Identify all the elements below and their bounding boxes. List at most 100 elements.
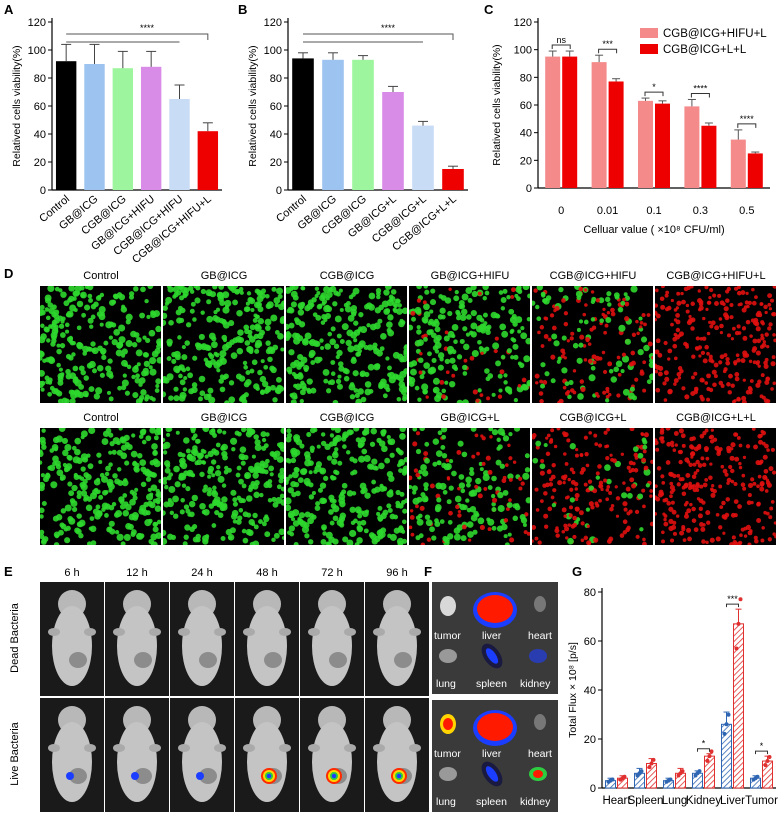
time-label: 12 h [126, 567, 148, 579]
fluorescence-image [655, 286, 776, 403]
organ-image: tumor liver heart lung spleen kidney [432, 582, 558, 694]
significance-bracket [644, 91, 664, 97]
fluorescence-image [40, 286, 161, 403]
panel-label-b: B [238, 2, 248, 17]
organ-label: spleen [476, 678, 507, 690]
organ-label: kidney [520, 796, 551, 808]
y-axis-label: Relatived cells viability(%) [247, 45, 259, 166]
y-tick-label: 40 [34, 129, 46, 141]
y-tick-label: 60 [270, 101, 282, 113]
y-tick-label: 0 [526, 183, 532, 195]
significance-label: * [760, 741, 764, 751]
fluorescence-image [409, 428, 530, 545]
y-tick-label: 60 [584, 636, 596, 648]
y-tick-label: 80 [270, 73, 282, 85]
mouse-image [365, 582, 429, 696]
significance-label: **** [740, 114, 755, 124]
data-point [622, 774, 627, 779]
y-tick-label: 20 [34, 157, 46, 169]
panel-e-imaging: 6 h 12 h 24 h 48 h 72 h 96 h Dead Bacteria Live… [0, 562, 429, 814]
time-label: 72 h [321, 567, 343, 579]
mouse-image [105, 582, 169, 696]
significance-bracket [726, 603, 739, 608]
bar-series0-0.1 [638, 100, 653, 188]
bar-cgb-icg [352, 59, 374, 190]
microscopy-label: GB@ICG+L [440, 412, 500, 424]
legend-label: CGB@ICG+L+L [663, 44, 747, 56]
organ-label: heart [528, 748, 552, 760]
organ-label: lung [436, 796, 456, 808]
data-point [738, 597, 743, 602]
y-tick-label: 40 [270, 129, 282, 141]
x-tick-label: 0.3 [693, 205, 708, 217]
data-point [639, 769, 644, 774]
bar-gb-icg-hifu [140, 66, 162, 190]
x-tick-label: Lung [662, 795, 688, 807]
data-point [755, 774, 760, 779]
x-tick-label: Liver [720, 795, 745, 807]
mouse-image [365, 698, 429, 812]
significance-bracket [303, 33, 454, 40]
y-tick-label: 40 [520, 128, 532, 140]
x-tick-label: 0.1 [646, 205, 661, 217]
legend-swatch-1 [640, 44, 658, 54]
data-point [724, 722, 729, 727]
y-tick-label: 20 [584, 734, 596, 746]
data-point [767, 755, 772, 760]
organ-label: liver [482, 630, 502, 642]
data-point [647, 765, 652, 770]
microscopy-label: CGB@ICG+HIFU+L [666, 270, 766, 282]
fluorescence-image [532, 286, 653, 403]
time-label: 96 h [386, 567, 408, 579]
chart-b: 0 20 40 60 80 100 120 Relatived cells viability… [247, 17, 468, 254]
x-tick-label: 0 [558, 205, 564, 217]
organ-label: liver [482, 748, 502, 760]
fluorescence-image [163, 428, 284, 545]
panel-label-e: E [4, 564, 13, 579]
bar-series1-0.3 [701, 125, 717, 188]
mouse-image [170, 698, 234, 812]
mouse-image [300, 698, 364, 812]
microscopy-label: CGB@ICG+HIFU [549, 270, 637, 282]
fluorescence-image [286, 428, 407, 545]
bar-series1-0 [562, 56, 578, 189]
significance-bracket [690, 92, 710, 98]
microscopy-label: CGB@ICG+L [559, 412, 627, 424]
mouse-image [40, 698, 104, 812]
mouse-image [40, 582, 104, 696]
y-axis-label: Relatived cells viability(%) [11, 45, 23, 166]
bar-series1-0.01 [608, 81, 624, 188]
y-axis-label: Total Flux × 10⁸ [p/s] [567, 642, 579, 738]
bar-control [292, 58, 314, 191]
bar-gb-icg [84, 64, 105, 190]
panel-label-a: A [4, 2, 14, 17]
y-tick-label: 120 [28, 17, 46, 29]
x-axis-label: Celluar value ( ×10⁸ CFU/ml) [583, 224, 724, 236]
microscopy-label: CGB@ICG [319, 412, 375, 424]
y-tick-label: 40 [584, 685, 596, 697]
organ-label: heart [528, 630, 552, 642]
chart-c: 0 20 40 60 80 100 120 Relatived cells viability… [491, 17, 770, 236]
y-tick-label: 0 [590, 783, 596, 795]
fluorescence-image [532, 428, 653, 545]
significance-label: * [702, 739, 706, 749]
time-label: 24 h [191, 567, 213, 579]
data-point [697, 769, 702, 774]
data-point [734, 646, 739, 651]
y-tick-label: 60 [34, 101, 46, 113]
microscopy-label: Control [83, 412, 119, 424]
y-tick-label: 20 [270, 157, 282, 169]
y-tick-label: 0 [276, 185, 282, 197]
chart-g: 0 20 40 60 80 Total Flux × 10⁸ [p/s] HeartSple… [567, 587, 778, 807]
bar-series1-0.1 [655, 103, 670, 188]
organ-label: kidney [520, 678, 551, 690]
bar-cgb-icg-l [412, 125, 434, 190]
bar-cgb-icg-hifu-l [197, 131, 219, 190]
x-tick-label: Heart [602, 795, 631, 807]
y-tick-label: 80 [520, 72, 532, 84]
legend-label: CGB@ICG+HIFU+L [663, 28, 767, 40]
significance-label: **** [140, 23, 155, 33]
fluorescence-image [409, 286, 530, 403]
significance-bracket [66, 33, 209, 40]
bar-series0-0.3 [684, 106, 700, 188]
